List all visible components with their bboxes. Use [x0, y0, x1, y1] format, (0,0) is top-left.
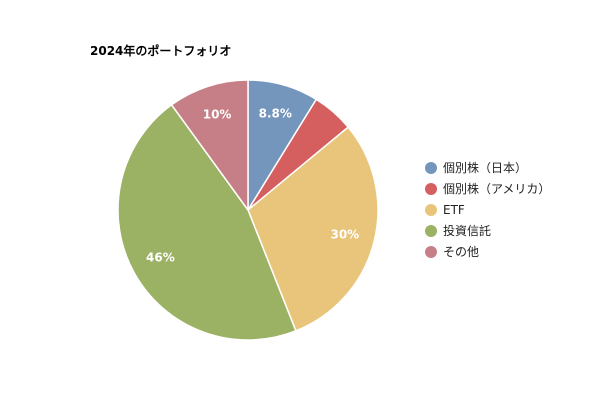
pie-slice [117, 103, 297, 341]
legend-label: ETF [443, 202, 465, 217]
legend-item: 投資信託 [425, 220, 550, 241]
pie-slice [170, 79, 249, 213]
legend-item: ETF [425, 199, 550, 220]
legend-swatch [425, 182, 437, 195]
legend-item: 個別株（日本） [425, 157, 550, 178]
legend-label: 投資信託 [443, 224, 492, 238]
legend-swatch [425, 245, 437, 258]
legend-swatch [425, 161, 437, 174]
legend-item: その他 [425, 241, 550, 262]
pie-slice [247, 126, 379, 332]
chart-title: 2024年のポートフォリオ [90, 44, 232, 58]
legend-label: 個別株（日本） [443, 161, 528, 175]
pie-data-labels: 8.8% 30% 46% 10% [146, 106, 359, 264]
pie-slices [117, 79, 379, 341]
pie-data-label: 10% [203, 107, 232, 121]
legend-swatch [425, 224, 437, 237]
legend-label: その他 [443, 245, 480, 259]
legend-label: 個別株（アメリカ） [443, 182, 551, 196]
pie-data-label: 30% [330, 227, 359, 241]
legend-item: 個別株（アメリカ） [425, 178, 550, 199]
pie-data-label: 46% [146, 251, 175, 265]
pie-data-label: 8.8% [259, 106, 292, 120]
legend-swatch [425, 203, 437, 216]
chart-legend: 個別株（日本） 個別株（アメリカ） ETF 投資信託その他 [425, 157, 550, 262]
